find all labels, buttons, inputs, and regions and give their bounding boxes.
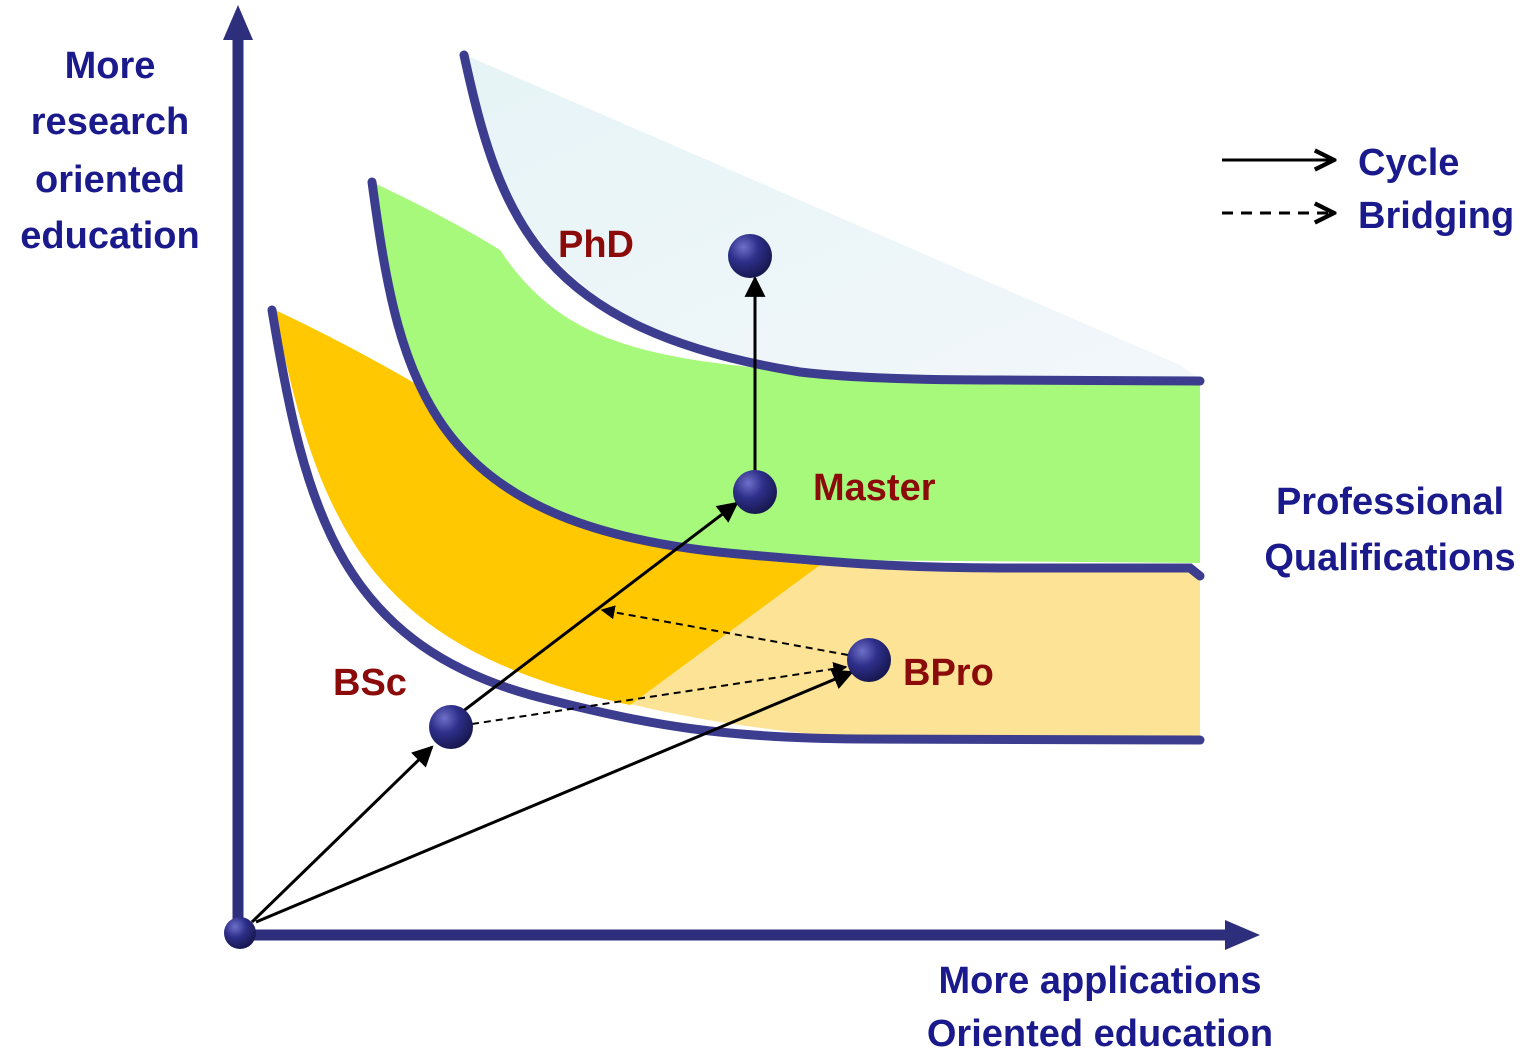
y-axis-arrowhead [223,5,253,40]
x-axis-label-line-1: More applications [938,960,1261,1002]
professional-label-line-1: Professional [1276,481,1504,523]
x-axis-arrowhead [1225,920,1260,950]
bsc-to-master-arrow [461,501,739,714]
origin-to-bsc-arrow [250,745,434,924]
bpro-node [847,638,891,682]
phd-band-fill [464,55,1200,380]
nodes [429,234,891,749]
professional-label-line-2: Qualifications [1264,537,1515,579]
y-axis-label-line-1: More [65,45,156,87]
bpro-to-bsc-master-bridge-arrow [600,605,849,656]
bsc-to-bpro-bridge-arrow [471,661,848,725]
legend-bridging-label: Bridging [1358,195,1514,237]
origin-dot [224,917,256,949]
origin-to-bpro-arrow [255,669,854,924]
bsc-node [429,705,473,749]
master-curve [367,177,1205,581]
axes [223,5,1260,950]
master-label: Master [813,467,936,509]
y-axis-label-line-2: research [31,101,189,143]
x-axis-label: More applications Oriented education [927,960,1273,1054]
y-axis-label-line-3: oriented [35,159,185,201]
bsc-label: BSc [333,662,407,704]
legend-cycle-label: Cycle [1358,142,1459,184]
phd-node [728,234,772,278]
y-axis-label: More research oriented education [20,45,199,257]
master-node [733,470,777,514]
y-axis-label-line-4: education [20,215,199,257]
x-axis-label-line-2: Oriented education [927,1013,1273,1054]
bpro-label: BPro [903,652,994,694]
professional-qualifications-label: Professional Qualifications [1264,481,1515,579]
phd-label: PhD [558,224,634,266]
bsc-curve [267,305,1205,745]
phd-curve [459,50,1205,386]
legend: Cycle Bridging [1222,142,1514,237]
